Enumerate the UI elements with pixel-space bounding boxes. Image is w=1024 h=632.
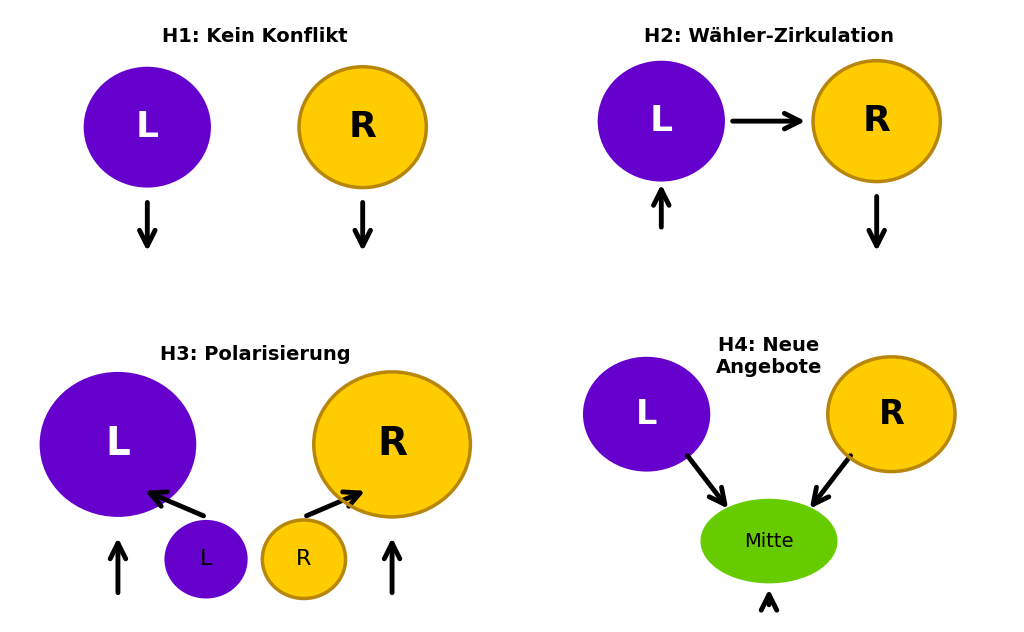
Text: H1: Kein Konflikt: H1: Kein Konflikt bbox=[162, 27, 348, 47]
Text: H4: Neue
Angebote: H4: Neue Angebote bbox=[716, 336, 822, 377]
Text: H2: Wähler-Zirkulation: H2: Wähler-Zirkulation bbox=[644, 27, 894, 47]
Text: L: L bbox=[636, 398, 657, 430]
Text: H3: Polarisierung: H3: Polarisierung bbox=[160, 344, 350, 363]
Ellipse shape bbox=[598, 61, 725, 181]
Text: R: R bbox=[879, 398, 904, 430]
Ellipse shape bbox=[299, 67, 426, 188]
Ellipse shape bbox=[84, 67, 211, 188]
Text: L: L bbox=[650, 104, 673, 138]
Ellipse shape bbox=[827, 357, 955, 471]
Text: R: R bbox=[377, 425, 408, 463]
Text: Mitte: Mitte bbox=[744, 532, 794, 550]
Ellipse shape bbox=[165, 520, 248, 599]
Ellipse shape bbox=[583, 357, 711, 471]
Text: L: L bbox=[136, 110, 159, 144]
Ellipse shape bbox=[262, 520, 345, 599]
Ellipse shape bbox=[40, 372, 197, 517]
Ellipse shape bbox=[313, 372, 470, 517]
Ellipse shape bbox=[700, 499, 838, 583]
Text: L: L bbox=[200, 549, 212, 569]
Text: R: R bbox=[296, 549, 311, 569]
Text: R: R bbox=[349, 110, 377, 144]
Text: L: L bbox=[105, 425, 130, 463]
Text: R: R bbox=[863, 104, 891, 138]
Ellipse shape bbox=[813, 61, 940, 181]
